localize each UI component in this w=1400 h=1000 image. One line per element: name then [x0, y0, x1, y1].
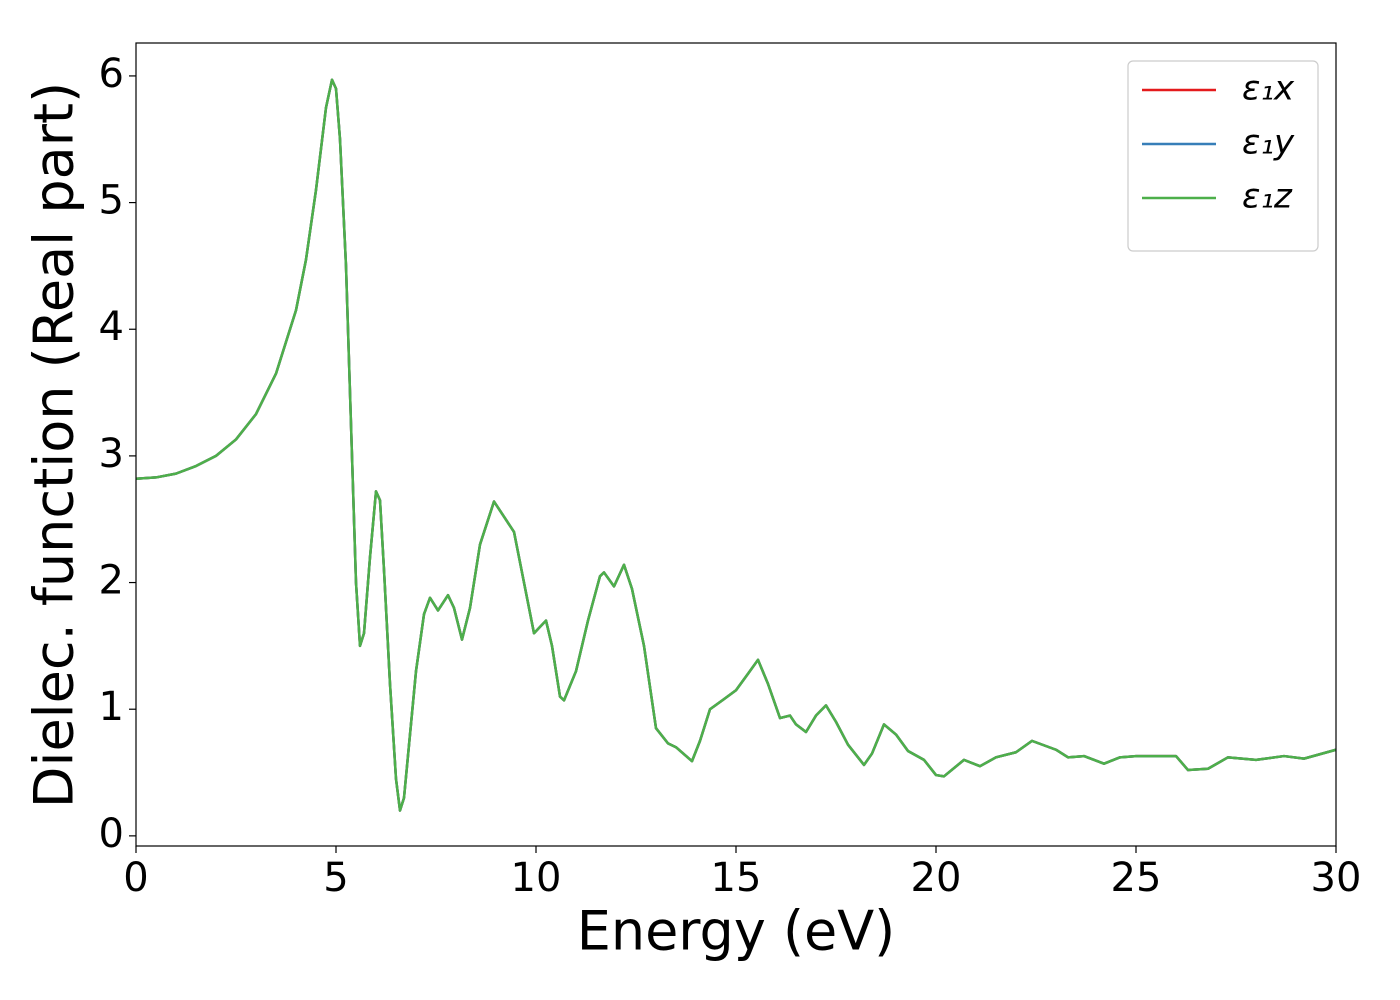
legend-label: ε₁z [1242, 177, 1293, 217]
x-tick-label: 25 [1111, 855, 1162, 901]
x-tick-label: 0 [123, 855, 148, 901]
x-tick-label: 30 [1311, 855, 1362, 901]
legend-label: ε₁y [1242, 123, 1295, 163]
y-axis-label: Dielec. function (Real part) [23, 82, 86, 808]
x-tick-label: 5 [323, 855, 348, 901]
plot-frame [135, 42, 1337, 847]
legend-box [1127, 60, 1319, 252]
x-tick-label: 10 [511, 855, 562, 901]
x-axis-label: Energy (eV) [577, 900, 896, 963]
y-tick-label: 5 [99, 178, 124, 224]
data-line [135, 78, 1337, 812]
x-tick-label: 15 [711, 855, 762, 901]
y-tick-label: 4 [99, 304, 124, 350]
y-tick-label: 3 [99, 431, 124, 477]
y-tick-label: 1 [99, 684, 124, 730]
y-tick-label: 2 [99, 558, 124, 604]
y-tick-label: 6 [99, 51, 124, 97]
x-tick-label: 20 [911, 855, 962, 901]
y-tick-label: 0 [99, 811, 124, 857]
legend-label: ε₁x [1242, 69, 1295, 109]
